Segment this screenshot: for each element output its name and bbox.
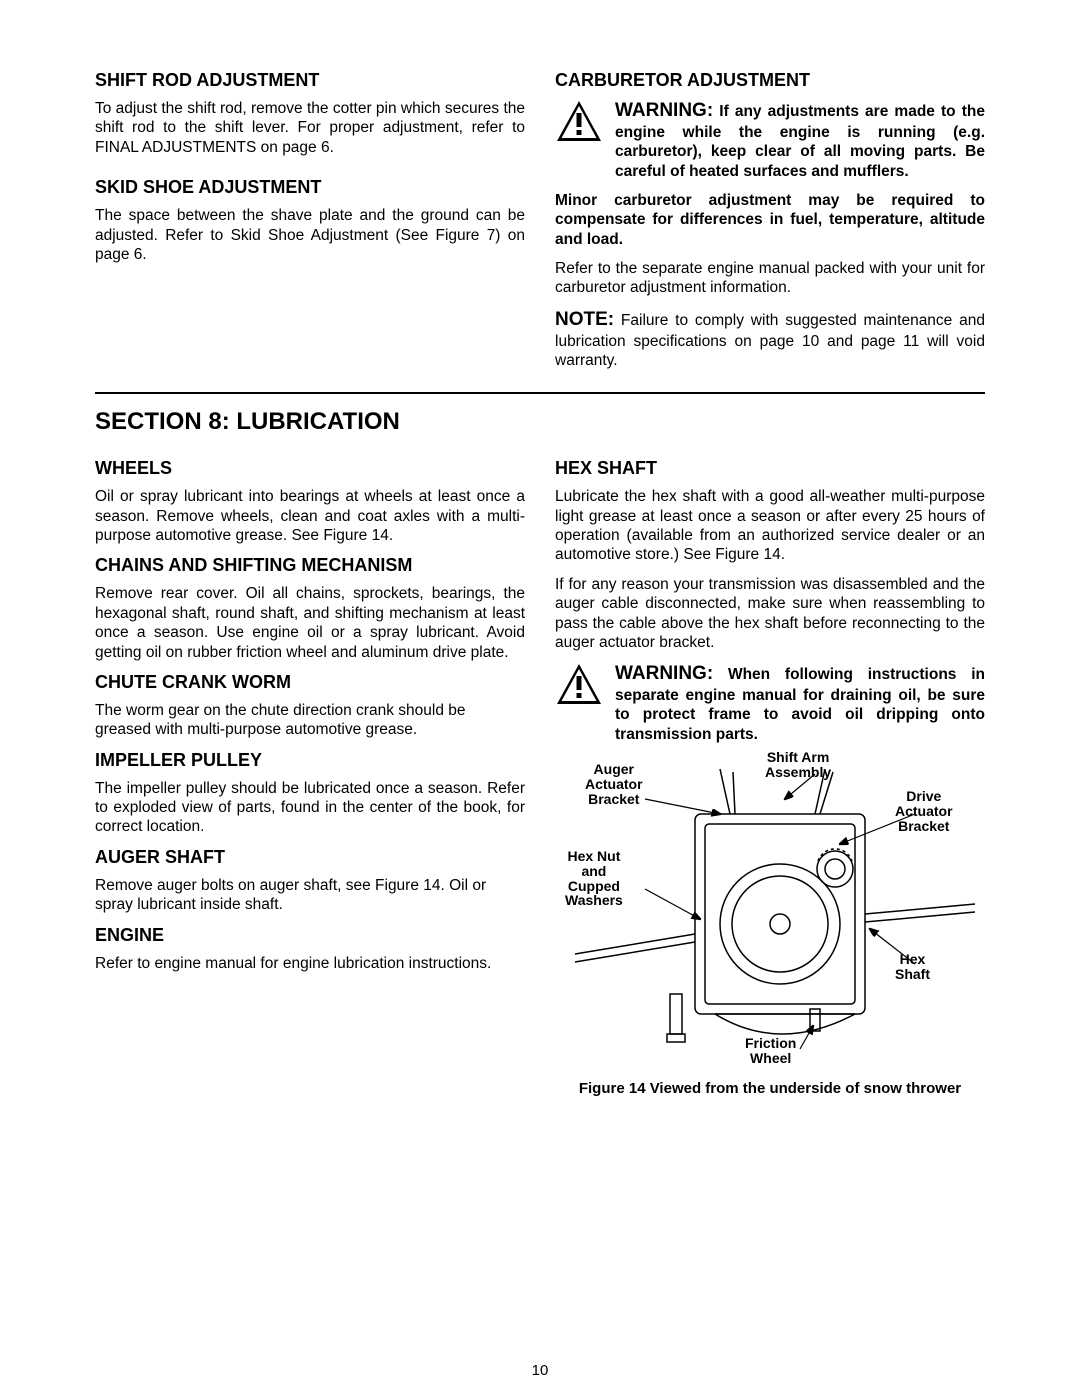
hex-warn-lead: WARNING:: [615, 663, 713, 684]
auger-heading: AUGER SHAFT: [95, 847, 525, 868]
fig-label-friction-wheel: FrictionWheel: [745, 1036, 796, 1065]
figure-14: AugerActuatorBracket Shift ArmAssembly D…: [555, 754, 985, 1074]
hex-p1: Lubricate the hex shaft with a good all-…: [555, 487, 985, 565]
page-number: 10: [0, 1362, 1080, 1379]
chains-body: Remove rear cover. Oil all chains, sproc…: [95, 584, 525, 662]
top-columns: SHIFT ROD ADJUSTMENT To adjust the shift…: [95, 60, 985, 380]
hex-heading: HEX SHAFT: [555, 458, 985, 479]
bottom-left-col: WHEELS Oil or spray lubricant into beari…: [95, 448, 525, 1097]
warning-icon: [555, 99, 603, 181]
section-8-title: SECTION 8: LUBRICATION: [95, 408, 985, 436]
figure-14-caption: Figure 14 Viewed from the underside of s…: [555, 1080, 985, 1097]
top-left-col: SHIFT ROD ADJUSTMENT To adjust the shift…: [95, 60, 525, 380]
carb-heading: CARBURETOR ADJUSTMENT: [555, 70, 985, 91]
fig-label-hex-shaft: HexShaft: [895, 952, 930, 981]
skid-shoe-heading: SKID SHOE ADJUSTMENT: [95, 177, 525, 198]
top-right-col: CARBURETOR ADJUSTMENT WARNING: If any ad…: [555, 60, 985, 380]
carb-warning: WARNING: If any adjustments are made to …: [555, 99, 985, 181]
section-rule: [95, 392, 985, 394]
hex-p2: If for any reason your transmission was …: [555, 575, 985, 653]
wheels-heading: WHEELS: [95, 458, 525, 479]
engine-body: Refer to engine manual for engine lubric…: [95, 954, 525, 973]
shift-rod-body: To adjust the shift rod, remove the cott…: [95, 99, 525, 157]
bottom-columns: WHEELS Oil or spray lubricant into beari…: [95, 448, 985, 1097]
fig-label-shift-arm: Shift ArmAssembly: [765, 750, 831, 779]
chute-body: The worm gear on the chute direction cra…: [95, 701, 525, 740]
impeller-heading: IMPELLER PULLEY: [95, 750, 525, 771]
note-body: Failure to comply with suggested mainten…: [555, 312, 985, 369]
carb-warning-text: WARNING: If any adjustments are made to …: [615, 99, 985, 181]
impeller-body: The impeller pulley should be lubricated…: [95, 779, 525, 837]
wheels-body: Oil or spray lubricant into bearings at …: [95, 487, 525, 545]
engine-heading: ENGINE: [95, 925, 525, 946]
chains-heading: CHAINS AND SHIFTING MECHANISM: [95, 555, 525, 576]
note-lead: NOTE:: [555, 309, 614, 330]
auger-body: Remove auger bolts on auger shaft, see F…: [95, 876, 525, 915]
bottom-right-col: HEX SHAFT Lubricate the hex shaft with a…: [555, 448, 985, 1097]
warning-icon: [555, 662, 603, 744]
carb-warn-lead: WARNING:: [615, 100, 713, 121]
fig-label-auger-actuator: AugerActuatorBracket: [585, 762, 643, 806]
shift-rod-heading: SHIFT ROD ADJUSTMENT: [95, 70, 525, 91]
carb-bold-p: Minor carburetor adjustment may be requi…: [555, 191, 985, 249]
fig-label-drive-actuator: DriveActuatorBracket: [895, 789, 953, 833]
hex-warn-text: WARNING: When following instructions in …: [615, 662, 985, 744]
hex-warning: WARNING: When following instructions in …: [555, 662, 985, 744]
carb-p2: Refer to the separate engine manual pack…: [555, 259, 985, 298]
chute-heading: CHUTE CRANK WORM: [95, 672, 525, 693]
carb-note: NOTE: Failure to comply with suggested m…: [555, 308, 985, 371]
fig-label-hex-nut: Hex NutandCuppedWashers: [565, 849, 623, 908]
skid-shoe-body: The space between the shave plate and th…: [95, 206, 525, 264]
